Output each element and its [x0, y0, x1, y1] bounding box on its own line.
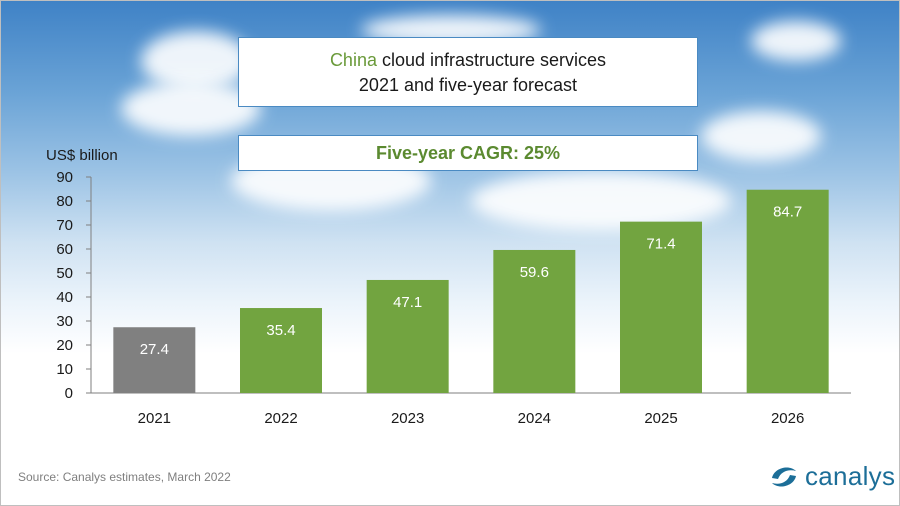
y-tick-label: 30 — [56, 313, 73, 330]
bar-value-label: 35.4 — [266, 322, 295, 339]
canalys-logo-icon — [772, 466, 796, 487]
x-tick-label: 2021 — [138, 410, 171, 427]
cloud-decoration — [471, 171, 731, 231]
x-tick-label: 2022 — [264, 410, 297, 427]
brand-name: canalys — [805, 461, 896, 491]
bar — [746, 189, 829, 393]
bar — [240, 308, 322, 393]
bar-value-label: 59.6 — [520, 264, 549, 281]
title-highlight: China — [329, 50, 377, 70]
x-tick-label: 2025 — [644, 410, 677, 427]
y-tick-label: 70 — [56, 217, 73, 234]
x-tick-label: 2026 — [771, 410, 804, 427]
cagr-label: Five-year CAGR: 25% — [238, 135, 698, 171]
y-tick-label: 60 — [56, 241, 73, 258]
y-tick-label: 40 — [56, 289, 73, 306]
cloud-decoration — [751, 21, 841, 61]
bar-value-label: 84.7 — [773, 204, 802, 221]
x-tick-label: 2024 — [518, 410, 551, 427]
bar — [493, 249, 576, 393]
y-axis-unit: US$ billion — [46, 147, 118, 164]
title-rest: cloud infrastructure services — [376, 50, 607, 70]
title-line2: 2021 and five-year forecast — [358, 75, 578, 95]
bar — [366, 279, 449, 393]
bar-value-label: 47.1 — [393, 294, 422, 311]
chart-title: China cloud infrastructure services 2021… — [238, 37, 698, 107]
bar — [113, 327, 196, 393]
canalys-logo: canalys — [769, 461, 895, 492]
y-tick-label: 50 — [56, 265, 73, 282]
y-tick-label: 10 — [56, 361, 73, 378]
y-tick-label: 90 — [56, 169, 73, 186]
cloud-decoration — [701, 111, 821, 161]
bar-value-label: 27.4 — [140, 341, 169, 358]
x-tick-label: 2023 — [391, 410, 424, 427]
source-note: Source: Canalys estimates, March 2022 — [18, 470, 231, 484]
bar-value-label: 71.4 — [646, 236, 675, 253]
y-tick-label: 20 — [56, 337, 73, 354]
y-tick-label: 80 — [56, 193, 73, 210]
y-tick-label: 0 — [65, 385, 73, 402]
bar — [620, 221, 702, 393]
cloud-decoration — [121, 81, 261, 136]
